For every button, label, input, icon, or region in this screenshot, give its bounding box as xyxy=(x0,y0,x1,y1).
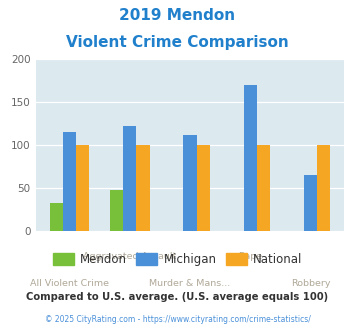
Bar xyxy=(63,132,76,231)
Bar xyxy=(76,145,89,231)
Text: Murder & Mans...: Murder & Mans... xyxy=(149,279,230,288)
Bar xyxy=(123,126,136,231)
Bar xyxy=(183,135,197,231)
Bar xyxy=(317,145,330,231)
Bar xyxy=(197,145,210,231)
Text: © 2025 CityRating.com - https://www.cityrating.com/crime-statistics/: © 2025 CityRating.com - https://www.city… xyxy=(45,315,310,324)
Bar xyxy=(136,145,149,231)
Bar xyxy=(257,145,270,231)
Text: Violent Crime Comparison: Violent Crime Comparison xyxy=(66,35,289,50)
Text: Rape: Rape xyxy=(238,251,262,261)
Text: 2019 Mendon: 2019 Mendon xyxy=(119,8,236,23)
Text: Aggravated Assault: Aggravated Assault xyxy=(83,251,176,261)
Bar xyxy=(110,190,123,231)
Bar xyxy=(244,85,257,231)
Text: Compared to U.S. average. (U.S. average equals 100): Compared to U.S. average. (U.S. average … xyxy=(26,292,329,302)
Text: All Violent Crime: All Violent Crime xyxy=(30,279,109,288)
Legend: Mendon, Michigan, National: Mendon, Michigan, National xyxy=(48,248,307,271)
Bar xyxy=(304,175,317,231)
Bar xyxy=(50,203,63,231)
Text: Robbery: Robbery xyxy=(291,279,330,288)
